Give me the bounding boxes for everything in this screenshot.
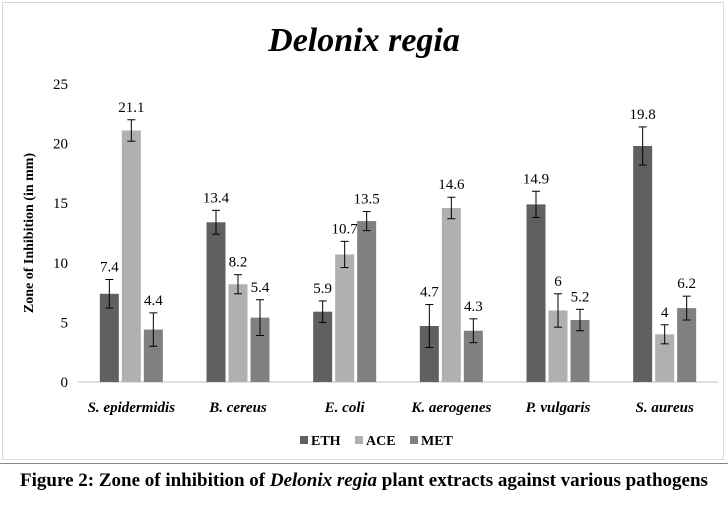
legend-label-eth: ETH — [311, 434, 341, 449]
bar-eth — [99, 293, 119, 382]
y-tick-label: 25 — [53, 77, 68, 93]
bar-ace — [548, 310, 568, 382]
data-label: 4.3 — [464, 299, 483, 315]
data-label: 13.5 — [354, 192, 380, 208]
legend-swatch-met — [410, 436, 418, 444]
y-axis-label: Zone of Inhibition (in mm) — [22, 153, 37, 314]
bar-chart: 0 5 10 15 20 25 Zone of Inhibition (in mm) 7.4 2… — [22, 77, 718, 449]
data-label: 4 — [661, 305, 669, 321]
y-tick-label: 10 — [53, 256, 68, 272]
bar-ace — [228, 284, 248, 382]
x-tick-label: K. aerogenes — [410, 400, 491, 416]
data-label: 21.1 — [118, 100, 144, 116]
bar-eth — [313, 311, 333, 382]
bar-met — [250, 317, 270, 382]
legend-swatch-eth — [300, 436, 308, 444]
data-label: 13.4 — [203, 190, 230, 206]
data-label: 4.7 — [420, 285, 439, 301]
caption-divider — [0, 463, 728, 464]
data-label: 5.4 — [251, 280, 270, 296]
data-label: 4.4 — [144, 293, 163, 309]
caption-italic: Delonix regia — [269, 470, 378, 491]
chart-frame — [2, 2, 724, 460]
bar-met — [570, 320, 590, 382]
figure-caption: Figure 2: Zone of inhibition of Delonix … — [0, 470, 728, 492]
data-label: 6.2 — [677, 276, 696, 292]
bar-met — [143, 329, 163, 382]
bar-met — [357, 221, 377, 382]
legend-label-ace: ACE — [366, 434, 396, 449]
caption-suffix: plant extracts against various pathogens — [377, 470, 708, 491]
legend-label-met: MET — [421, 434, 454, 449]
bar-ace — [121, 130, 141, 382]
data-label: 19.8 — [630, 107, 656, 123]
bar-ace — [335, 254, 355, 382]
bar-ace — [441, 207, 461, 382]
bar-eth — [526, 204, 546, 382]
x-tick-label: P. vulgaris — [526, 400, 591, 416]
data-label: 5.2 — [571, 289, 590, 305]
x-tick-label: E. coli — [324, 400, 366, 416]
y-tick-label: 20 — [53, 137, 68, 153]
chart-title: Delonix regia — [268, 22, 460, 59]
bar-met — [463, 330, 483, 382]
data-label: 8.2 — [229, 255, 248, 271]
bar-met — [677, 308, 697, 382]
bar-eth — [419, 325, 439, 382]
y-tick-label: 5 — [61, 315, 69, 331]
y-tick-label: 0 — [61, 375, 69, 391]
data-label: 5.9 — [313, 281, 332, 297]
y-tick-label: 15 — [53, 196, 68, 212]
data-label: 10.7 — [332, 221, 359, 237]
bar-eth — [206, 222, 226, 382]
bar-ace — [655, 334, 675, 382]
bar-eth — [633, 145, 653, 382]
data-label: 6 — [554, 274, 562, 290]
x-tick-label: B. cereus — [208, 400, 267, 416]
x-tick-label: S. aureus — [635, 400, 694, 416]
data-label: 14.6 — [438, 177, 465, 193]
caption-prefix: Figure 2: Zone of inhibition of — [20, 470, 270, 491]
data-label: 7.4 — [100, 259, 119, 275]
data-label: 14.9 — [523, 171, 549, 187]
x-tick-label: S. epidermidis — [88, 400, 176, 416]
legend-swatch-ace — [355, 436, 363, 444]
